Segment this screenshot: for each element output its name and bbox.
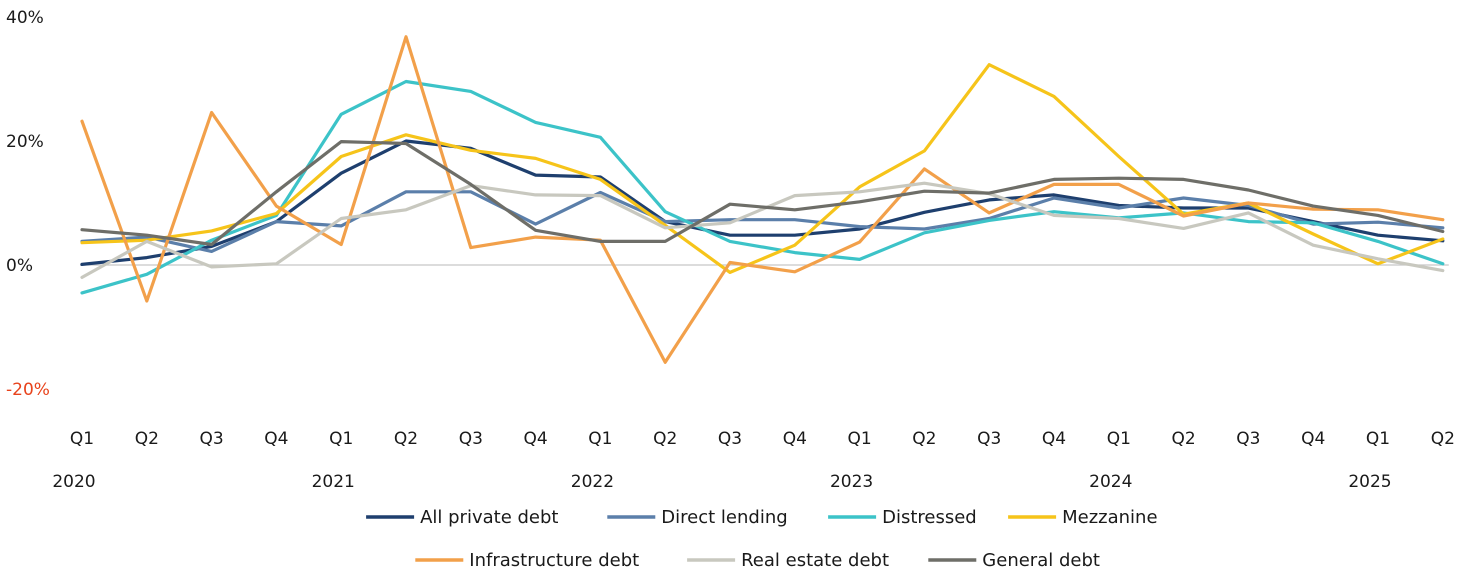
y-tick-label: -20% (6, 380, 50, 400)
legend-label: All private debt (420, 507, 558, 528)
series-lines (80, 35, 1445, 364)
x-tick-label: Q2 (912, 429, 936, 449)
x-tick-label: Q1 (588, 429, 612, 449)
y-tick-label: 20% (6, 132, 44, 152)
y-tick-label: 40% (6, 8, 44, 28)
x-tick-label: Q1 (329, 429, 353, 449)
y-tick-label: 0% (6, 256, 33, 276)
x-tick-label: Q3 (199, 429, 223, 449)
year-label: 2023 (830, 472, 873, 492)
x-tick-label: Q2 (1431, 429, 1455, 449)
x-axis-year-labels: 2020 2021 2022 2023 2024 2025 (52, 472, 1391, 492)
x-tick-label: Q4 (783, 429, 807, 449)
series-line-infrastructure-debt (80, 35, 1445, 364)
x-tick-label: Q1 (1366, 429, 1390, 449)
legend-label: General debt (982, 550, 1100, 571)
x-tick-label: Q4 (1301, 429, 1325, 449)
legend-label: Real estate debt (741, 550, 889, 571)
x-tick-label: Q3 (459, 429, 483, 449)
legend-label: Mezzanine (1062, 507, 1157, 528)
x-tick-label: Q4 (523, 429, 547, 449)
x-tick-label: Q1 (847, 429, 871, 449)
x-tick-label: Q3 (1236, 429, 1260, 449)
x-tick-label: Q1 (1107, 429, 1131, 449)
x-tick-label: Q2 (135, 429, 159, 449)
legend-label: Direct lending (661, 507, 787, 528)
legend-item-mezzanine: Mezzanine (1008, 507, 1158, 528)
year-label: 2024 (1089, 472, 1132, 492)
x-axis-quarter-labels: Q1 Q2 Q3 Q4 Q1 Q2 Q3 Q4 Q1 Q2 Q3 Q4 Q1 Q2 Q3 Q4 Q1 Q2 Q3 Q4… (70, 429, 1455, 449)
legend-label: Distressed (882, 507, 977, 528)
year-label: 2022 (571, 472, 614, 492)
legend-label: Infrastructure debt (469, 550, 639, 571)
legend-item-general-debt: General debt (928, 550, 1100, 571)
x-tick-label: Q2 (653, 429, 677, 449)
x-tick-label: Q2 (394, 429, 418, 449)
legend-item-real-estate-debt: Real estate debt (687, 550, 889, 571)
legend-item-all-private-debt: All private debt (366, 507, 558, 528)
x-tick-label: Q3 (977, 429, 1001, 449)
series-line-mezzanine (80, 63, 1445, 274)
year-label: 2020 (52, 472, 95, 492)
year-label: 2025 (1348, 472, 1391, 492)
x-tick-label: Q1 (70, 429, 94, 449)
x-tick-label: Q4 (1042, 429, 1066, 449)
series-line-general-debt (80, 140, 1445, 247)
legend-item-direct-lending: Direct lending (607, 507, 788, 528)
legend-item-infrastructure-debt: Infrastructure debt (415, 550, 639, 571)
x-tick-label: Q4 (264, 429, 288, 449)
y-axis-ticks: 40% 20% 0% -20% (6, 8, 50, 400)
legend: All private debt Direct lending Distressed… (366, 507, 1158, 571)
year-label: 2021 (312, 472, 355, 492)
series-line-real-estate-debt (80, 181, 1445, 279)
x-tick-label: Q2 (1171, 429, 1195, 449)
legend-item-distressed: Distressed (828, 507, 977, 528)
x-tick-label: Q3 (718, 429, 742, 449)
